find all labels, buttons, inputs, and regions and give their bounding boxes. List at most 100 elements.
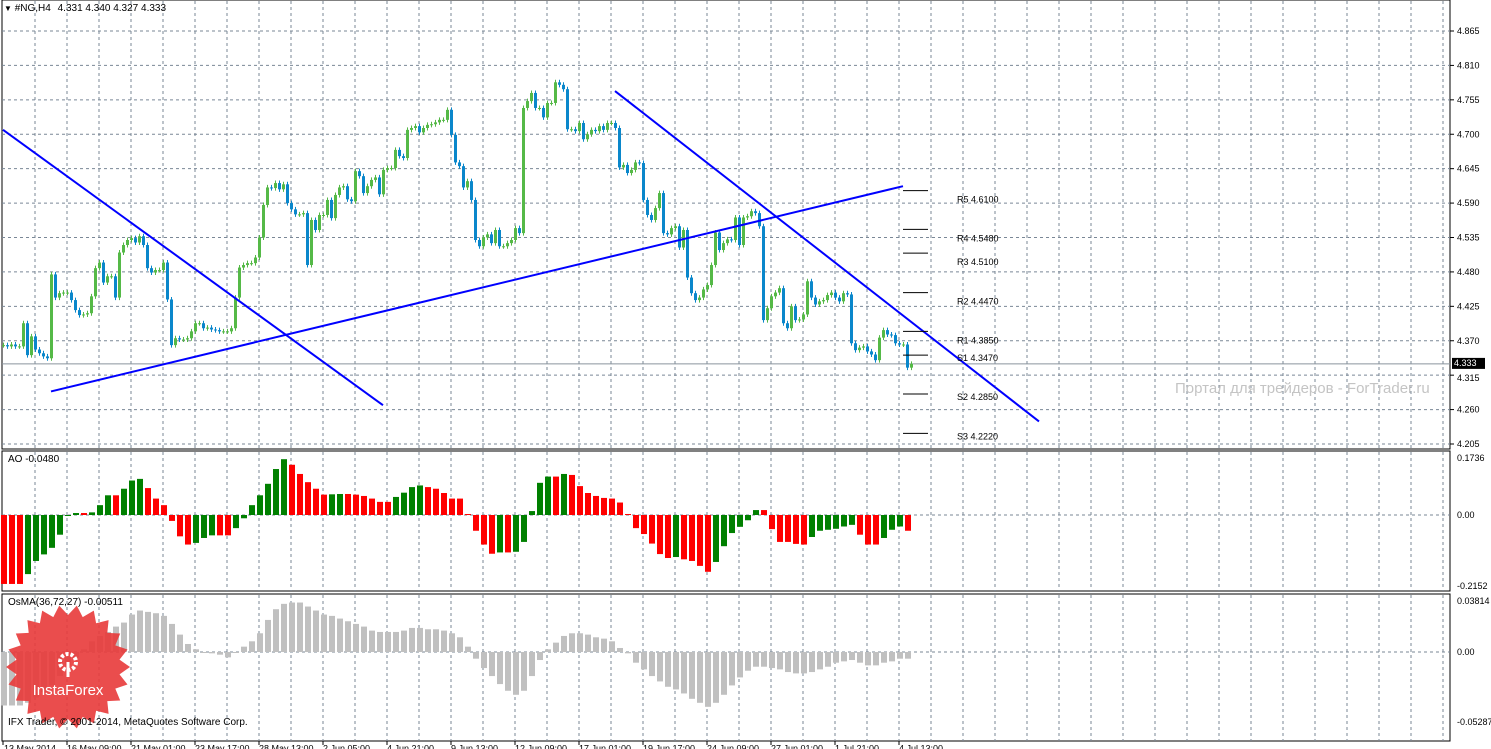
candle (58, 290, 61, 301)
candle (54, 271, 57, 301)
osma-bar (753, 652, 759, 667)
candle-body (246, 263, 249, 266)
candle-body (790, 306, 793, 329)
candle (498, 227, 501, 249)
candle-body (822, 300, 825, 302)
ao-bar (129, 480, 135, 515)
candle-body (826, 295, 829, 301)
osma-bar (169, 623, 175, 652)
y-tick-label: 4.865 (1457, 26, 1480, 36)
pivot-level-label: R1 4.3850 (957, 335, 999, 345)
candle (94, 265, 97, 299)
candle-body (818, 301, 821, 305)
candle (210, 325, 213, 332)
candle (374, 174, 377, 183)
ao-bar (177, 515, 183, 537)
candle-body (558, 82, 561, 85)
osma-bar (625, 652, 631, 654)
candle-body (830, 292, 833, 296)
candle (818, 298, 821, 307)
grid (1, 0, 1451, 742)
candle-body (498, 229, 501, 247)
candle-body (894, 335, 897, 344)
osma-bar (121, 622, 127, 652)
ao-bar (665, 515, 671, 559)
candle (850, 291, 853, 346)
ao-bar (825, 515, 831, 530)
candle (282, 181, 285, 192)
osma-bar (377, 631, 383, 652)
ao-bar (801, 515, 807, 545)
ao-bar (697, 515, 703, 566)
candle-body (610, 122, 613, 124)
candle (434, 119, 437, 127)
ao-bar (153, 498, 159, 515)
ao-tick-label: 0.00 (1457, 510, 1475, 520)
osma-bar (225, 652, 231, 658)
candle-body (142, 236, 145, 246)
ao-bar (97, 505, 103, 515)
osma-bar (617, 647, 623, 652)
candle (254, 255, 257, 266)
ao-bar (425, 487, 431, 515)
ao-bar (905, 515, 911, 531)
candle-body (742, 217, 745, 246)
candle (722, 240, 725, 253)
candle (458, 159, 461, 169)
candle-body (178, 338, 181, 340)
osma-bar (153, 613, 159, 652)
candle-body (462, 166, 465, 188)
osma-bar (665, 652, 671, 687)
candle (370, 177, 373, 189)
candle-body (530, 92, 533, 102)
candle-body (798, 319, 801, 321)
candle-body (602, 126, 605, 130)
ao-bar (65, 515, 71, 516)
candle-body (202, 323, 205, 329)
candle (862, 343, 865, 351)
candle-body (114, 276, 117, 298)
x-tick-label: 27 Jun 01:00 (771, 743, 823, 749)
candle (590, 127, 593, 137)
osma-bar (649, 652, 655, 677)
osma-bar (561, 635, 567, 652)
candle (794, 303, 797, 323)
candle (558, 79, 561, 88)
candle (710, 262, 713, 288)
osma-bar (185, 643, 191, 652)
ao-bar (249, 505, 255, 515)
candle-body (74, 300, 77, 311)
candle (330, 197, 333, 221)
candle-body (418, 126, 421, 133)
osma-bar (249, 641, 255, 652)
candle (26, 320, 29, 358)
osma-bar (289, 602, 295, 652)
candle (294, 206, 297, 217)
candle (742, 214, 745, 248)
ao-bar (329, 494, 335, 515)
ao-bar (33, 515, 39, 561)
triangle-down-icon[interactable]: ▼ (4, 4, 12, 13)
pivot-level-label: S3 4.2220 (957, 431, 998, 441)
candle (466, 178, 469, 190)
ao-bar (409, 487, 415, 515)
osma-bar (337, 618, 343, 652)
candle-body (374, 177, 377, 180)
ao-bar (737, 515, 743, 527)
candle-body (278, 183, 281, 190)
candle (314, 217, 317, 233)
ao-bar (361, 495, 367, 515)
copyright: IFX Trader, © 2001-2014, MetaQuotes Soft… (8, 717, 248, 728)
candle (190, 328, 193, 341)
candle (890, 331, 893, 338)
candle (362, 173, 365, 196)
candle (18, 343, 21, 349)
candle (50, 271, 53, 361)
candle-body (622, 164, 625, 168)
candle-body (870, 351, 873, 355)
logo-text: InstaForex (33, 682, 104, 699)
candle (514, 225, 517, 243)
pivot-level-label: R3 4.5100 (957, 257, 999, 267)
candle (654, 205, 657, 223)
candle-body (254, 257, 257, 264)
